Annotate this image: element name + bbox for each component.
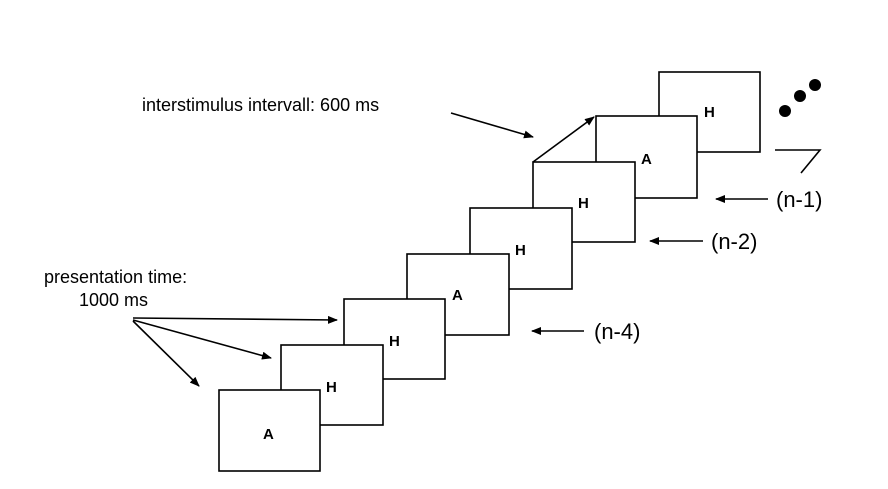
- stimulus-letter-8: H: [704, 104, 715, 121]
- stimulus-letter-6: H: [578, 195, 589, 212]
- presentation-label-line1: presentation time:: [44, 267, 187, 287]
- stimulus-letter-2: H: [326, 379, 337, 396]
- n2-label: (n-2): [711, 229, 757, 254]
- continuation-dots: [779, 79, 821, 117]
- presentation-arrow-1: [132, 320, 200, 387]
- isi-bracket-arrow: [532, 116, 595, 163]
- stimulus-letter-4: A: [452, 287, 463, 304]
- isi-arrow: [450, 112, 534, 139]
- presentation-label-line2: 1000 ms: [79, 290, 148, 310]
- stimulus-letter-5: H: [515, 242, 526, 259]
- continuation-bracket: [775, 149, 822, 174]
- stimulus-letter-3: H: [389, 333, 400, 350]
- presentation-arrow-3: [132, 315, 338, 324]
- presentation-arrow-2: [132, 319, 272, 360]
- stimulus-letter-7: A: [641, 151, 652, 168]
- stimulus-letter-1: A: [263, 426, 274, 443]
- n4-label: (n-4): [594, 319, 640, 344]
- stimulus-card-1: A: [218, 389, 321, 472]
- isi-label: interstimulus intervall: 600 ms: [142, 95, 379, 115]
- n1-label: (n-1): [776, 187, 822, 212]
